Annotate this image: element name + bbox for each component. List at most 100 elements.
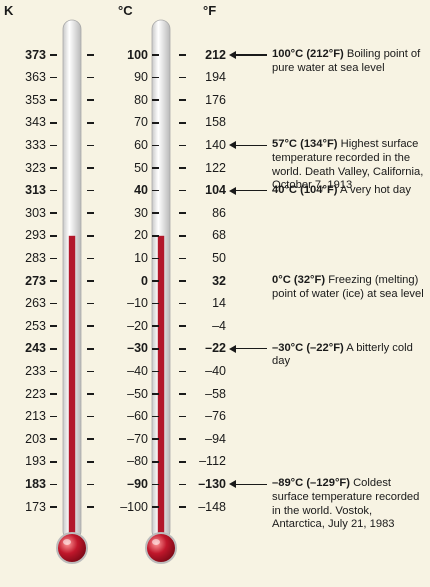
celsius-header: °C [118, 3, 133, 18]
tick-mark [179, 54, 186, 56]
tick-label-celsius: 90 [134, 70, 148, 85]
annotation-arrow [229, 343, 267, 355]
tick-label-kelvin: 373 [25, 47, 46, 62]
tick-mark [87, 461, 94, 463]
tick-label-fahrenheit: –112 [199, 454, 226, 469]
annotation-head: 40°C (104°F) [272, 183, 338, 196]
tick-mark [179, 370, 186, 373]
thermometer-celsius-fahrenheit [145, 19, 177, 564]
tick-mark [87, 167, 94, 169]
tick-label-celsius: –100 [120, 499, 148, 514]
tick-label-celsius: 10 [134, 250, 148, 265]
tick-label-kelvin: 173 [25, 499, 46, 514]
tick-mark [179, 506, 186, 508]
tick-label-celsius: –80 [127, 454, 148, 469]
tick-mark [50, 189, 57, 192]
tick-mark [50, 302, 57, 305]
tick-label-fahrenheit: 176 [205, 92, 226, 107]
tick-mark [87, 370, 94, 373]
annotation-note: 40°C (104°F) A very hot day [272, 184, 427, 198]
annotation-arrow [229, 140, 267, 152]
tick-label-fahrenheit: –130 [198, 476, 226, 491]
tick-label-fahrenheit: 86 [212, 205, 226, 220]
annotation-arrow [229, 185, 267, 197]
tick-mark [179, 235, 186, 237]
tick-mark [179, 167, 186, 169]
tick-label-fahrenheit: 50 [212, 250, 226, 265]
tick-mark [50, 167, 57, 169]
tick-label-kelvin: 353 [25, 92, 46, 107]
tick-label-kelvin: 193 [25, 454, 46, 469]
tick-mark [50, 54, 57, 56]
thermometer-kelvin-celsius [56, 19, 88, 564]
annotation-note: 100°C (212°F) Boiling point of pure wate… [272, 48, 427, 75]
tick-mark [152, 167, 159, 169]
tick-mark [87, 302, 94, 305]
tick-mark [152, 302, 159, 305]
tick-mark [50, 415, 57, 418]
tick-mark [152, 325, 159, 327]
tick-mark [152, 54, 159, 56]
tick-label-celsius: 40 [134, 183, 148, 198]
tick-mark [152, 189, 159, 192]
tick-mark [50, 212, 57, 214]
tick-mark [152, 370, 159, 373]
tick-mark [87, 325, 94, 327]
annotation-note: 57°C (134°F) Highest surface temperature… [272, 138, 427, 192]
tick-mark [152, 76, 159, 79]
kelvin-header: K [4, 3, 14, 18]
tick-mark [87, 235, 94, 237]
tick-mark [50, 461, 57, 463]
tick-mark [50, 99, 57, 101]
tick-mark [87, 438, 94, 440]
tick-mark [152, 461, 159, 463]
tick-label-kelvin: 213 [25, 409, 46, 424]
tick-mark [152, 235, 159, 237]
tick-label-fahrenheit: –58 [205, 386, 226, 401]
tick-label-fahrenheit: –94 [205, 431, 226, 446]
annotation-head: –89°C (–129°F) [272, 477, 350, 490]
tick-mark [87, 348, 94, 350]
tick-mark [50, 506, 57, 508]
tick-label-fahrenheit: –22 [205, 341, 226, 356]
tick-mark [87, 122, 94, 124]
tick-label-kelvin: 323 [25, 160, 46, 175]
tick-label-celsius: 70 [134, 115, 148, 130]
tick-label-kelvin: 273 [25, 273, 46, 288]
tick-mark [179, 257, 186, 260]
bulb-highlight [63, 539, 71, 545]
tick-label-kelvin: 313 [25, 183, 46, 198]
tick-mark [87, 54, 94, 56]
tick-mark [179, 212, 186, 214]
tick-mark [87, 76, 94, 79]
tick-mark [179, 280, 186, 282]
tick-mark [179, 325, 186, 327]
annotation-arrow [229, 49, 267, 61]
tick-mark [50, 483, 57, 486]
thermometer-bulb [56, 532, 88, 564]
tick-mark [179, 122, 186, 124]
tick-mark [50, 122, 57, 124]
tick-label-fahrenheit: 212 [205, 47, 226, 62]
tick-label-celsius: 100 [127, 47, 148, 62]
tick-mark [179, 76, 186, 79]
tick-mark [179, 302, 186, 305]
tick-mark [50, 280, 57, 282]
tick-label-celsius: –20 [127, 318, 148, 333]
tick-mark [179, 483, 186, 486]
tick-mark [152, 122, 159, 124]
annotation-body: Highest surface temperature recorded in … [272, 138, 424, 192]
tick-label-fahrenheit: 68 [212, 228, 226, 243]
tick-mark [152, 257, 159, 260]
tick-label-celsius: –70 [127, 431, 148, 446]
tick-mark [179, 461, 186, 463]
tick-label-fahrenheit: 104 [205, 183, 226, 198]
annotation-head: 100°C (212°F) [272, 48, 344, 60]
tick-label-kelvin: 303 [25, 205, 46, 220]
annotation-note: 0°C (32°F) Freezing (melting) point of w… [272, 274, 427, 301]
tick-label-celsius: 60 [134, 137, 148, 152]
tick-mark [87, 415, 94, 418]
tick-label-celsius: –90 [127, 476, 148, 491]
